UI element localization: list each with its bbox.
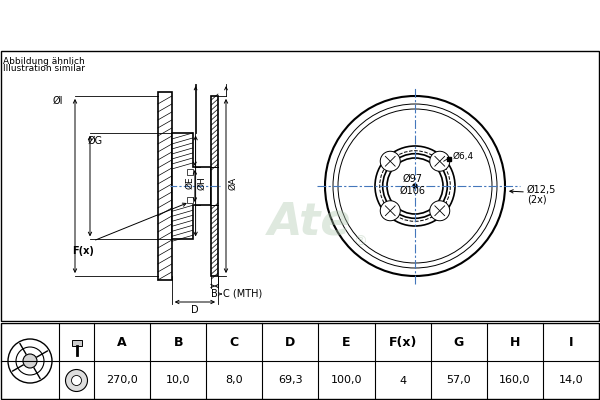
Text: ØA: ØA	[228, 176, 237, 190]
Circle shape	[387, 158, 443, 214]
Bar	[158, 92, 172, 280]
Text: 160,0: 160,0	[499, 376, 530, 386]
Text: Ø6,4: Ø6,4	[453, 152, 474, 161]
Text: F(x): F(x)	[388, 336, 417, 349]
Text: Ø106: Ø106	[400, 186, 426, 196]
Text: Ate: Ate	[268, 200, 352, 244]
Bar	[447, 157, 451, 161]
Text: E: E	[342, 336, 351, 349]
Circle shape	[380, 201, 400, 221]
Text: 8,0: 8,0	[226, 376, 243, 386]
Text: 69,3: 69,3	[278, 376, 303, 386]
Text: 57,0: 57,0	[446, 376, 471, 386]
Circle shape	[23, 354, 37, 368]
Text: 14,0: 14,0	[559, 376, 583, 386]
Text: H: H	[509, 336, 520, 349]
Circle shape	[71, 376, 82, 386]
Text: ØG: ØG	[88, 136, 103, 146]
Text: Abbildung ähnlich: Abbildung ähnlich	[3, 57, 85, 66]
Text: B: B	[173, 336, 183, 349]
Circle shape	[8, 339, 52, 383]
Circle shape	[380, 151, 400, 171]
Polygon shape	[211, 96, 218, 276]
Text: Ø12,5: Ø12,5	[527, 185, 556, 195]
Polygon shape	[172, 133, 211, 239]
Text: ®: ®	[353, 235, 367, 249]
Bar	[71, 340, 82, 346]
Text: 10,0: 10,0	[166, 376, 190, 386]
Text: B: B	[211, 289, 218, 299]
Text: 4: 4	[399, 376, 406, 386]
Text: D: D	[285, 336, 296, 349]
Text: ØE: ØE	[185, 177, 194, 189]
Text: C: C	[230, 336, 239, 349]
Circle shape	[430, 201, 450, 221]
Text: ØI: ØI	[53, 96, 63, 106]
Text: (2x): (2x)	[527, 194, 547, 204]
Text: D: D	[191, 305, 199, 315]
Text: 24.0310-0225.1: 24.0310-0225.1	[136, 16, 308, 34]
Text: 100,0: 100,0	[331, 376, 362, 386]
Text: 510225: 510225	[391, 16, 473, 34]
Text: 270,0: 270,0	[106, 376, 138, 386]
Text: C (MTH): C (MTH)	[223, 289, 262, 299]
Bar	[187, 197, 193, 203]
Text: I: I	[569, 336, 573, 349]
Text: A: A	[117, 336, 127, 349]
Text: Ø97: Ø97	[403, 174, 423, 184]
Circle shape	[430, 151, 450, 171]
Text: F(x): F(x)	[72, 246, 94, 256]
Text: ØH: ØH	[197, 176, 206, 190]
Bar	[187, 169, 193, 175]
Text: Illustration similar: Illustration similar	[3, 64, 85, 73]
Circle shape	[413, 184, 417, 188]
Circle shape	[65, 370, 88, 392]
Text: G: G	[454, 336, 464, 349]
